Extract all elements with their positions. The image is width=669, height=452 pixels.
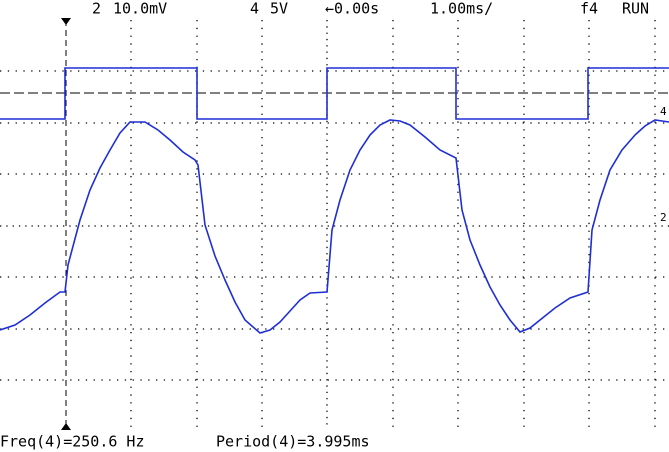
trigger-channel: 4 <box>250 0 259 18</box>
trigger-scale: 5V <box>270 0 288 18</box>
square-trace <box>0 67 669 120</box>
status-bar: 2 10.0mV 4 5V ←0.00s 1.00ms/ f4 RUN <box>92 0 649 18</box>
trigger-source: f4 <box>580 0 598 18</box>
run-state: RUN <box>622 0 649 18</box>
delay: ←0.00s <box>325 0 379 18</box>
channel-4-marker: 4 <box>660 105 667 118</box>
channel-2-marker: 2 <box>660 211 667 224</box>
timebase: 1.00ms/ <box>430 0 493 18</box>
graticule <box>0 18 669 430</box>
channel-scale: 10.0mV <box>113 0 167 18</box>
frequency-readout: Freq(4)=250.6 Hz <box>0 433 145 451</box>
channel-label: 2 <box>92 0 101 18</box>
period-readout: Period(4)=3.995ms <box>216 433 370 451</box>
signal-trace <box>0 119 669 334</box>
